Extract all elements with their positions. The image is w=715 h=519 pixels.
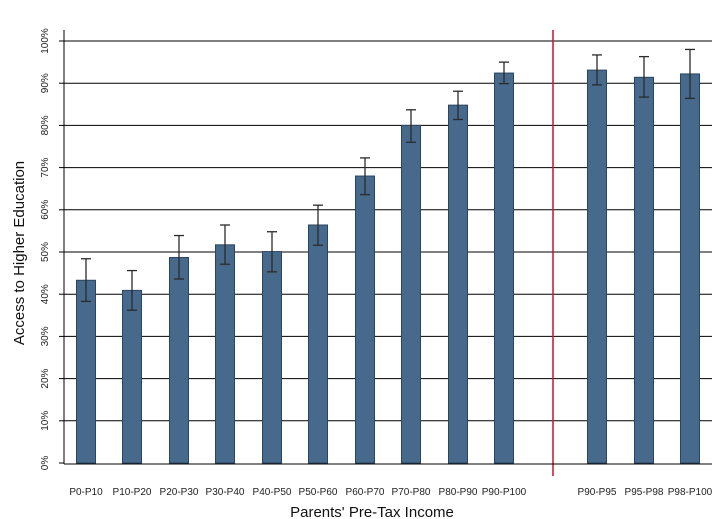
x-axis-title: Parents' Pre-Tax Income: [290, 504, 454, 519]
error-bars: [81, 48, 695, 311]
x-tick-label: P20-P30: [160, 487, 199, 498]
x-tick-label: P98-P100: [668, 487, 713, 498]
y-tick-label: 50%: [40, 242, 51, 262]
x-tick-label: P70-P80: [392, 487, 431, 498]
x-tick-label: P80-P90: [439, 487, 478, 498]
x-tick-label: P90-P95: [578, 487, 617, 498]
y-tick-label: 10%: [40, 411, 51, 431]
error-bar: [220, 224, 230, 265]
error-bar: [639, 55, 649, 98]
x-tick-label: P0-P10: [69, 487, 103, 498]
error-bar: [406, 109, 416, 143]
bars: [76, 69, 700, 464]
y-tick-label: 70%: [40, 157, 51, 177]
gridlines: [63, 30, 712, 464]
error-bar: [499, 61, 509, 85]
error-bar: [81, 258, 91, 303]
error-bar: [127, 269, 137, 311]
bar: [262, 251, 282, 464]
y-tick-label: 80%: [40, 115, 51, 135]
error-bar: [313, 204, 323, 246]
bar: [401, 124, 421, 464]
x-tick-label: P95-P98: [625, 487, 664, 498]
bar: [122, 289, 142, 464]
bar: [355, 175, 375, 464]
bar: [587, 69, 607, 464]
bar: [76, 279, 96, 464]
y-axis-ticks: 0% 10% 20% 30% 40% 50% 60% 70% 80% 90% 100%: [40, 28, 64, 470]
error-bar: [453, 90, 463, 121]
error-bar: [685, 48, 695, 100]
x-tick-label: P90-P100: [482, 487, 527, 498]
bar: [494, 72, 514, 464]
y-tick-label: 20%: [40, 368, 51, 388]
x-axis-ticks: P0-P10 P10-P20 P20-P30 P30-P40 P40-P50 P50-P6…: [69, 487, 712, 498]
bar: [169, 256, 189, 464]
y-tick-label: 100%: [40, 28, 51, 54]
x-tick-label: P60-P70: [346, 487, 385, 498]
error-bar: [174, 234, 184, 280]
y-axis-title: Access to Higher Education: [11, 161, 28, 345]
x-tick-label: P30-P40: [206, 487, 245, 498]
y-tick-label: 30%: [40, 326, 51, 346]
bar: [448, 104, 468, 464]
bar: [680, 73, 700, 464]
bar: [308, 224, 328, 464]
y-tick-label: 60%: [40, 200, 51, 220]
error-bar: [267, 231, 277, 273]
x-tick-label: P50-P60: [299, 487, 338, 498]
error-bar: [360, 157, 370, 196]
x-tick-label: P40-P50: [253, 487, 292, 498]
bar: [215, 244, 235, 464]
y-tick-label: 90%: [40, 73, 51, 93]
x-tick-label: P10-P20: [113, 487, 152, 498]
y-tick-label: 40%: [40, 284, 51, 304]
bar: [634, 76, 654, 464]
error-bar: [592, 54, 602, 86]
y-tick-label: 0%: [40, 456, 51, 471]
